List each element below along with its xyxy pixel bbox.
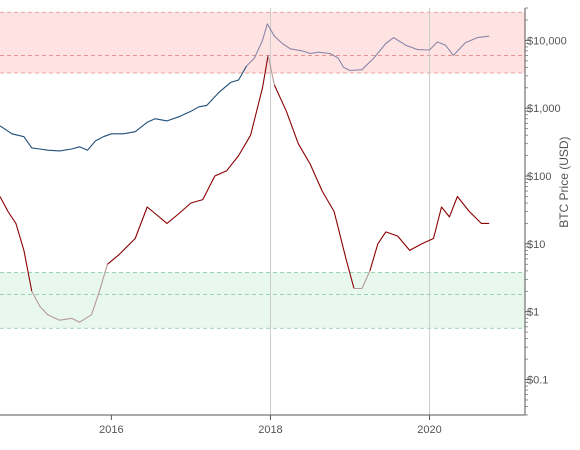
y-tick-label-2: $10 [527, 239, 545, 251]
series-1-segment-4 [273, 84, 355, 289]
lower-band-fill [0, 272, 525, 329]
series-1-segment-3 [267, 55, 275, 86]
x-tick-labels: 2016 2018 2020 [99, 424, 442, 436]
series-1-segment-6 [369, 195, 490, 272]
series-1-segment-0 [0, 196, 33, 292]
series-0-segment-1 [246, 23, 490, 72]
y-tick-label-1: $1 [527, 307, 539, 319]
band-layer [0, 11, 525, 329]
series-0-segment-0 [0, 65, 248, 152]
y-tick-labels: $0.1 $1 $10 $100 $1,000 $10,000 [527, 35, 567, 386]
y-axis-title: BTC Price (USD) [557, 136, 571, 227]
y-tick-label-5: $10,000 [527, 35, 567, 47]
series-1-segment-2 [107, 55, 269, 265]
x-tick-label-0: 2016 [99, 424, 123, 436]
upper-band-fill [0, 12, 525, 74]
series-1-segment-5 [354, 270, 371, 290]
y-tick-label-3: $100 [527, 171, 551, 183]
y-tick-label-4: $1,000 [527, 103, 561, 115]
x-tick-label-2: 2020 [417, 424, 441, 436]
series-1-segment-1 [31, 264, 108, 323]
y-tick-label-0: $0.1 [527, 375, 548, 387]
vertical-marker-layer [269, 8, 431, 415]
x-tick-label-1: 2018 [258, 424, 282, 436]
series-layer [0, 23, 490, 323]
axes-layer [0, 7, 530, 420]
